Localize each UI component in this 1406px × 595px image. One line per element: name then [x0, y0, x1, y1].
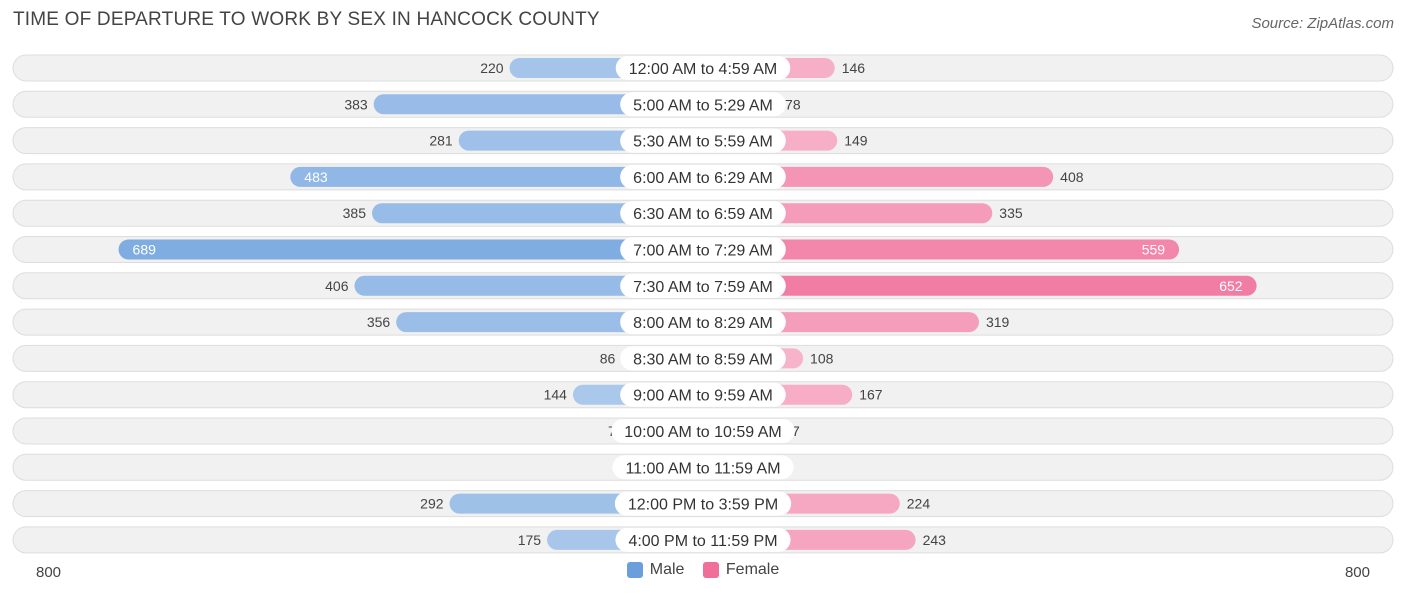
category-label: 11:00 AM to 11:59 AM — [625, 460, 780, 477]
category-label: 12:00 AM to 4:59 AM — [629, 61, 778, 78]
category-label: 8:30 AM to 8:59 AM — [633, 351, 773, 368]
value-label-female: 108 — [810, 350, 834, 366]
value-label-male: 144 — [544, 387, 568, 403]
bar-female — [703, 275, 1257, 296]
bar-male — [118, 239, 703, 260]
category-label: 8:00 AM to 8:29 AM — [633, 315, 773, 332]
value-label-male: 175 — [518, 532, 542, 548]
value-label-male: 86 — [600, 350, 616, 366]
bar-female — [703, 239, 1180, 260]
category-label: 6:00 AM to 6:29 AM — [633, 170, 773, 187]
value-label-male: 406 — [325, 278, 349, 294]
value-label-female: 224 — [907, 496, 931, 512]
category-pill — [620, 382, 786, 407]
value-label-male: 385 — [343, 205, 367, 221]
x-tick-label-left: 800 — [36, 564, 61, 581]
bar-male — [372, 203, 703, 224]
value-label-female: 408 — [1060, 169, 1084, 185]
legend-item-male: Male — [626, 561, 685, 579]
value-label-male: 220 — [480, 60, 504, 76]
category-pill — [620, 128, 786, 153]
value-label-female: 319 — [986, 314, 1010, 330]
category-label: 7:30 AM to 7:59 AM — [633, 279, 773, 296]
value-label-male: 292 — [420, 496, 444, 512]
chart-title: TIME OF DEPARTURE TO WORK BY SEX IN HANC… — [13, 9, 600, 30]
category-pill — [620, 310, 786, 335]
category-pill — [620, 201, 786, 226]
bar-female — [703, 166, 1054, 187]
category-label: 10:00 AM to 10:59 AM — [624, 424, 781, 441]
category-pill — [615, 527, 791, 552]
category-label: 4:00 PM to 11:59 PM — [628, 533, 777, 550]
category-label: 5:00 AM to 5:29 AM — [633, 97, 773, 114]
category-label: 7:00 AM to 7:29 AM — [633, 243, 773, 260]
category-label: 6:30 AM to 6:59 AM — [633, 206, 773, 223]
category-pill — [620, 346, 786, 371]
category-pill — [620, 237, 786, 262]
category-label: 9:00 AM to 9:59 AM — [633, 388, 773, 405]
category-pill — [620, 92, 786, 117]
x-tick-label-right: 800 — [1345, 564, 1370, 581]
value-label-male: 281 — [429, 133, 453, 149]
bar-male — [290, 166, 703, 187]
bar-male — [354, 275, 703, 296]
labels: 220 146 12:00 AM to 4:59 AM 383 78 5:00 AM to… — [133, 56, 1243, 552]
value-label-female: 149 — [844, 133, 868, 149]
category-pill — [620, 164, 786, 189]
value-label-female: 243 — [923, 532, 947, 548]
legend-item-female: Female — [702, 561, 780, 579]
value-label-female: 652 — [1219, 278, 1243, 294]
value-label-female: 146 — [842, 60, 866, 76]
category-pill — [614, 491, 792, 516]
legend-swatch-male — [626, 562, 643, 578]
legend-swatch-female — [702, 562, 719, 578]
category-pill — [611, 419, 795, 443]
category-pill — [620, 273, 786, 298]
legend: Male Female — [0, 561, 1406, 583]
category-pill — [612, 455, 794, 480]
source-note: Source: ZipAtlas.com — [1251, 15, 1394, 32]
value-label-female: 335 — [999, 205, 1023, 221]
value-label-male: 383 — [344, 96, 368, 112]
bar-male — [373, 94, 703, 115]
value-label-male: 689 — [133, 242, 157, 258]
legend-label-male: Male — [649, 561, 685, 578]
value-label-male: 483 — [304, 169, 328, 185]
value-label-female: 559 — [1142, 242, 1166, 258]
value-label-female: 167 — [859, 387, 883, 403]
category-label: 5:30 AM to 5:59 AM — [633, 134, 773, 151]
value-label-male: 356 — [367, 314, 391, 330]
value-label-female: 78 — [785, 96, 801, 112]
legend-label-female: Female — [725, 561, 780, 578]
category-pill — [615, 56, 791, 80]
category-label: 12:00 PM to 3:59 PM — [628, 497, 778, 514]
